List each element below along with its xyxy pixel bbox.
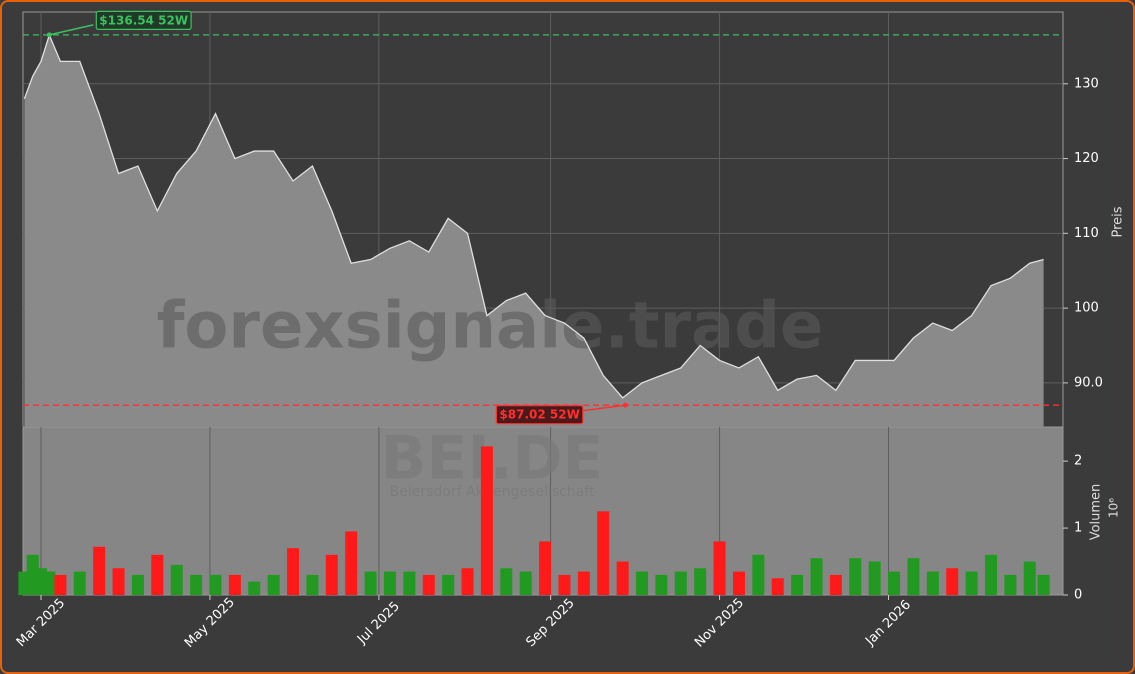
volume-bar	[442, 574, 455, 595]
volume-bar	[306, 574, 319, 595]
volume-bar	[752, 554, 765, 595]
volume-bar	[43, 571, 56, 595]
volume-bar	[636, 571, 649, 595]
volume-bar	[209, 574, 222, 595]
price-area	[24, 35, 1044, 428]
volume-bar	[655, 574, 668, 595]
volume-bar	[558, 574, 571, 595]
volume-bar	[539, 541, 552, 595]
volume-bar	[170, 564, 183, 595]
x-tick-label: Sep 2025	[523, 596, 577, 650]
volume-bar	[868, 561, 881, 595]
volume-bar	[461, 568, 474, 595]
x-tick-label: Mar 2025	[14, 596, 68, 650]
annotation-point	[46, 32, 52, 38]
y-tick-label: 100	[1074, 301, 1099, 316]
volume-bar	[383, 571, 396, 595]
x-tick-label: Jul 2025	[354, 599, 403, 648]
volume-bar	[1004, 574, 1017, 595]
volume-bar	[926, 571, 939, 595]
volume-bar	[577, 571, 590, 595]
price-line	[23, 33, 1044, 399]
volume-bar	[248, 581, 261, 595]
annotation-box	[95, 10, 192, 30]
volume-bar	[907, 558, 920, 595]
y-tick-label: 130	[1074, 76, 1099, 91]
price-axis-label: Preis	[1111, 206, 1126, 237]
volume-bar	[713, 541, 726, 595]
volume-bar	[829, 574, 842, 595]
volume-bar	[190, 574, 203, 595]
volume-bar	[1037, 574, 1050, 595]
x-tick-label: May 2025	[182, 595, 238, 651]
plot-layer	[22, 11, 1064, 596]
volume-offset-label: 10⁶	[1107, 498, 1121, 518]
volume-bar	[694, 568, 707, 595]
volume-bar	[403, 571, 416, 595]
volume-bar	[131, 574, 144, 595]
annotation-label: $136.54 52W	[99, 13, 188, 27]
annotation-point	[622, 402, 628, 408]
volume-bar	[93, 546, 106, 595]
volume-bar	[151, 554, 164, 595]
volume-bar	[771, 578, 784, 595]
x-tick-label: Nov 2025	[692, 596, 747, 651]
y2-tick-label: 2	[1074, 454, 1082, 469]
volume-bar	[54, 574, 67, 595]
y-tick-label: 120	[1074, 151, 1099, 166]
volume-bar	[616, 561, 629, 595]
volume-bar	[732, 571, 745, 595]
y-tick-label: 110	[1074, 226, 1099, 241]
volume-bar	[480, 446, 493, 595]
annotation-box	[495, 405, 584, 425]
volume-bar	[364, 571, 377, 595]
y-tick-label: 90.0	[1074, 375, 1103, 390]
volume-bar	[519, 571, 532, 595]
volume-bar	[345, 531, 358, 595]
volume-bar	[228, 574, 241, 595]
volume-bar	[422, 574, 435, 595]
watermark: forexsignale.trade	[157, 290, 824, 364]
volume-bar	[267, 574, 280, 595]
y2-tick-label: 1	[1074, 521, 1082, 536]
volume-bar	[112, 568, 125, 595]
volume-bar	[888, 571, 901, 595]
volume-bar	[791, 574, 804, 595]
annotation-label: $87.02 52W	[499, 408, 579, 422]
volume-bar	[287, 548, 300, 595]
volume-bar	[325, 554, 338, 595]
annotation-arrow	[49, 24, 94, 36]
volume-bar	[946, 568, 959, 595]
volume-axis-label: Volumen	[1089, 484, 1104, 541]
volume-bar	[73, 571, 86, 595]
volume-bar	[674, 571, 687, 595]
y2-tick-label: 0	[1074, 588, 1082, 603]
volume-bar	[965, 571, 978, 595]
volume-bar	[597, 511, 610, 595]
volume-bar	[500, 568, 513, 595]
volume-bar	[1023, 561, 1036, 595]
x-tick-label: Jan 2026	[862, 597, 914, 649]
annotation-arrow	[579, 404, 626, 412]
volume-bar	[849, 558, 862, 595]
volume-bar	[810, 558, 823, 595]
volume-bar	[984, 554, 997, 595]
